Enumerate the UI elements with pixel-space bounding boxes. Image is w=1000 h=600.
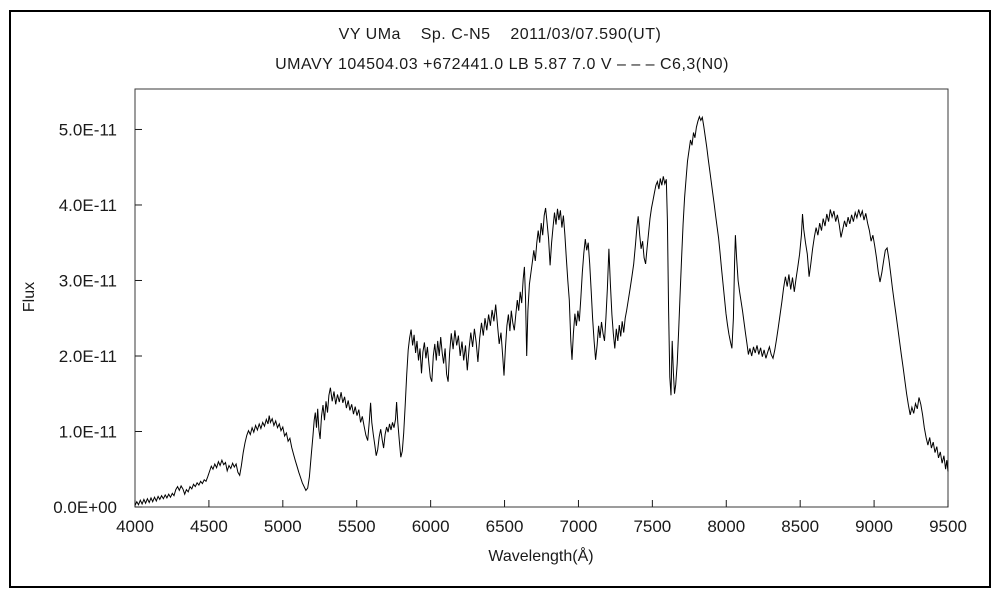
x-tick-label: 6000 [412,517,450,536]
plot-area-frame [134,88,949,508]
x-tick-label: 7500 [633,517,671,536]
spectrum-line [134,115,949,506]
x-tick-label: 8500 [781,517,819,536]
y-tick-label: 4.0E-11 [59,196,117,215]
y-tick-label: 0.0E+00 [53,498,117,517]
x-tick-label: 4000 [116,517,154,536]
y-tick-label: 5.0E-11 [59,120,117,139]
x-tick-label: 7000 [560,517,598,536]
outer-frame [9,10,991,588]
x-tick-label: 4500 [190,517,228,536]
x-tick-label: 8000 [707,517,745,536]
y-axis-label: Flux [21,282,38,312]
x-tick-label: 9000 [855,517,893,536]
chart-title-line1: VY UMa Sp. C-N5 2011/03/07.590(UT) [339,26,662,43]
x-tick-label: 6500 [486,517,524,536]
y-tick-label: 2.0E-11 [59,347,117,366]
y-tick-label: 1.0E-11 [59,422,117,441]
spectrum-line-group [134,115,949,506]
y-tick-label: 3.0E-11 [59,271,117,290]
x-axis-ticks: 4000 4500 5000 5500 6000 6500 7000 7500 8000 8500… [116,500,967,536]
x-axis-label: Wavelength(Å) [488,546,593,565]
y-axis-ticks: 0.0E+00 1.0E-11 2.0E-11 3.0E-11 4.0E-11 5.0E-… [53,120,142,517]
x-tick-label: 9500 [929,517,967,536]
x-tick-label: 5000 [264,517,302,536]
x-tick-label: 5500 [338,517,376,536]
chart-title-line2: UMAVY 104504.03 +672441.0 LB 5.87 7.0 V … [275,56,729,73]
